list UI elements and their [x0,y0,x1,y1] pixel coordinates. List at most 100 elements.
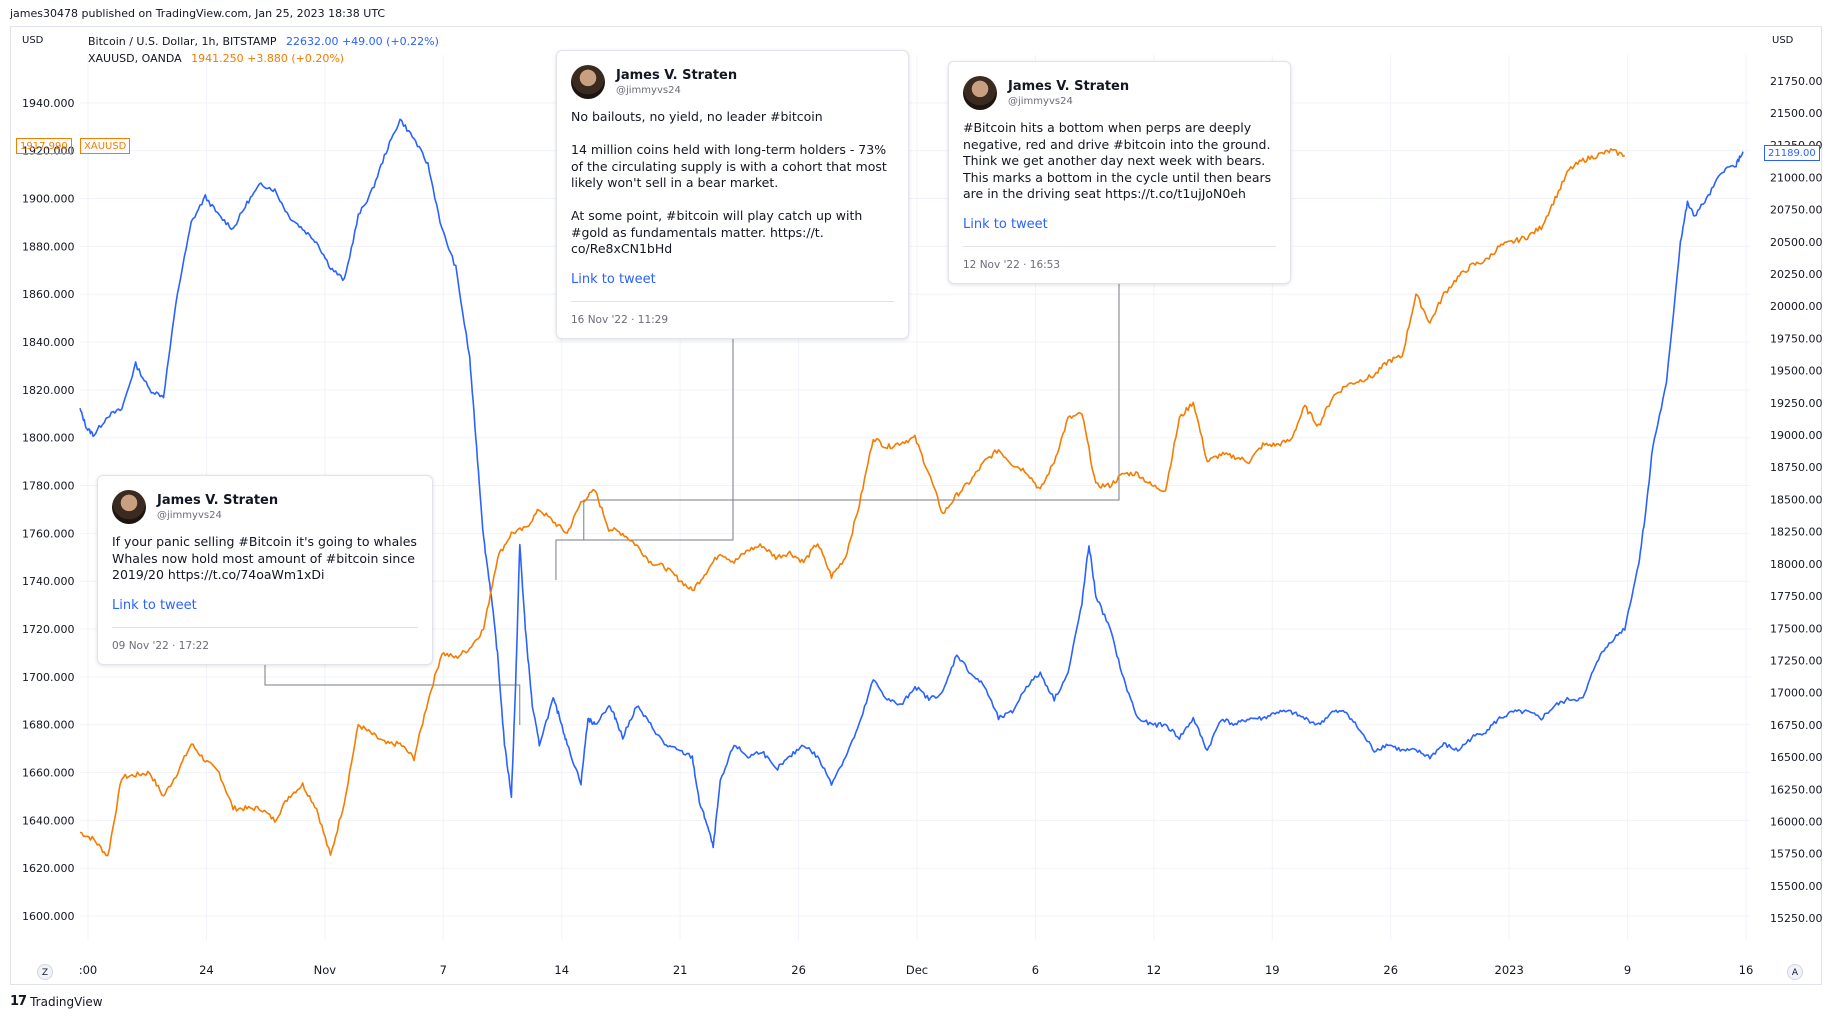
left-tick-label: 1840.000 [22,336,75,349]
right-tick-label: 15250.00 [1770,912,1823,925]
tweet-handle: @jimmyvs24 [1008,96,1073,107]
tweet-author: James V. Straten [616,68,738,83]
right-tick-label: 19500.00 [1770,365,1823,378]
series-line-left [79,148,1626,857]
right-tick-label: 20500.00 [1770,236,1823,249]
tweet-author: James V. Straten [157,493,279,508]
right-tick-label: 17000.00 [1770,687,1823,700]
legend-btc[interactable]: Bitcoin / U.S. Dollar, 1h, BITSTAMP 2263… [88,35,439,48]
series-lines [79,118,1744,857]
zoom-reset-button[interactable]: Z [37,964,53,980]
x-tick-label: 9 [1624,963,1631,977]
left-tick-label: 1760.000 [22,527,75,540]
x-tick-label: 26 [791,963,806,977]
right-tick-label: 19750.00 [1770,332,1823,345]
left-tick-label: 1640.000 [22,814,75,827]
tweet-date: 16 Nov '22 · 11:29 [571,313,669,326]
x-tick-label: 12 [1147,963,1162,977]
left-tick-label: 1720.000 [22,623,75,636]
right-tick-label: 17750.00 [1770,590,1823,603]
left-tick-label: 1700.000 [22,671,75,684]
left-tick-label: 1800.000 [22,432,75,445]
tweet-card: James V. Straten @jimmyvs24 No bailouts,… [556,50,909,339]
tweet-text: No bailouts, no yield, no leader #bitcoi… [571,109,887,256]
right-tick-label: 18750.00 [1770,461,1823,474]
left-tick-label: 1940.000 [22,97,75,110]
annotation-connector [583,275,1120,540]
left-axis-ticks: 1940.000 1920.000 1900.000 1880.000 1860.000… [22,97,75,923]
x-tick-label: Nov [314,963,337,977]
x-tick-label: 19 [1265,963,1280,977]
x-tick-label: 26 [1383,963,1398,977]
annotation-connectors [264,275,1120,725]
footer-brand-name: TradingView [30,994,103,1009]
x-tick-label: :00 [79,963,98,977]
x-tick-label: Dec [906,963,928,977]
left-tick-label: 1880.000 [22,240,75,253]
right-tick-label: 18000.00 [1770,558,1823,571]
left-tick-label: 1600.000 [22,910,75,923]
link-to-tweet[interactable]: Link to tweet [571,271,656,287]
right-tick-label: 20750.00 [1770,204,1823,217]
divider [963,245,1276,247]
publisher-line: james30478 published on TradingView.com,… [10,7,386,20]
tweet-date: 12 Nov '22 · 16:53 [963,258,1061,271]
x-tick-label: 2023 [1495,963,1524,977]
tweet-text: If your panic selling #Bitcoin it's goin… [112,534,417,582]
left-tick-label: 1820.000 [22,384,75,397]
left-tick-label: 1920.000 [22,145,75,158]
tradingview-logo-icon: 17 [10,994,27,1009]
x-tick-label: 16 [1739,963,1754,977]
annotation-connector [555,333,734,580]
avatar [571,65,605,99]
left-tick-label: 1860.000 [22,288,75,301]
legend-xau-values: 1941.250 +3.880 (+0.20%) [191,52,345,65]
btc-price-badge: 21189.00 [1764,145,1820,161]
avatar [112,490,146,524]
annotation-connector [264,660,521,725]
footer-brand: 17 TradingView [10,994,103,1009]
right-tick-label: 17250.00 [1770,654,1823,667]
right-tick-label: 18500.00 [1770,493,1823,506]
avatar [963,76,997,110]
right-tick-label: 16250.00 [1770,783,1823,796]
left-tick-label: 1620.000 [22,862,75,875]
left-tick-label: 1660.000 [22,767,75,780]
x-tick-label: 7 [440,963,447,977]
tweet-text: #Bitcoin hits a bottom when perps are de… [963,120,1272,201]
tweet-handle: @jimmyvs24 [616,85,681,96]
link-to-tweet[interactable]: Link to tweet [112,597,197,613]
legend-btc-values: 22632.00 +49.00 (+0.22%) [285,35,439,48]
x-axis-ticks: :00 24 Nov 7 14 21 26 Dec 6 12 19 26 2023 9 16 [79,963,1754,977]
x-tick-label: 21 [673,963,688,977]
link-to-tweet[interactable]: Link to tweet [963,216,1048,232]
legend-xau[interactable]: XAUUSD, OANDA 1941.250 +3.880 (+0.20%) [88,52,344,65]
right-tick-label: 21500.00 [1770,107,1823,120]
series-line-right [79,118,1744,849]
left-tick-label: 1780.000 [22,480,75,493]
right-axis-unit: USD [1772,35,1794,46]
right-tick-label: 16500.00 [1770,751,1823,764]
chart-frame [10,26,1822,985]
divider [112,626,418,628]
x-tick-label: 6 [1032,963,1039,977]
right-tick-label: 17500.00 [1770,622,1823,635]
right-tick-label: 21750.00 [1770,75,1823,88]
left-tick-label: 1900.000 [22,193,75,206]
left-tick-label: 1680.000 [22,719,75,732]
left-tick-label: 1740.000 [22,575,75,588]
right-axis-ticks: 21750.0021500.0021250.0021000.0020750.00… [1770,75,1823,925]
right-tick-label: 19250.00 [1770,397,1823,410]
auto-scale-button[interactable]: A [1787,964,1803,980]
tweet-date: 09 Nov '22 · 17:22 [112,639,210,652]
left-axis-unit: USD [22,35,44,46]
x-tick-label: 14 [554,963,569,977]
right-tick-label: 20250.00 [1770,268,1823,281]
right-tick-label: 19000.00 [1770,429,1823,442]
tweet-card: James V. Straten @jimmyvs24 If your pani… [97,475,433,665]
right-tick-label: 16000.00 [1770,815,1823,828]
tweet-card: James V. Straten @jimmyvs24 #Bitcoin hit… [948,61,1291,284]
right-tick-label: 15750.00 [1770,848,1823,861]
divider [571,300,894,302]
tweet-handle: @jimmyvs24 [157,510,222,521]
